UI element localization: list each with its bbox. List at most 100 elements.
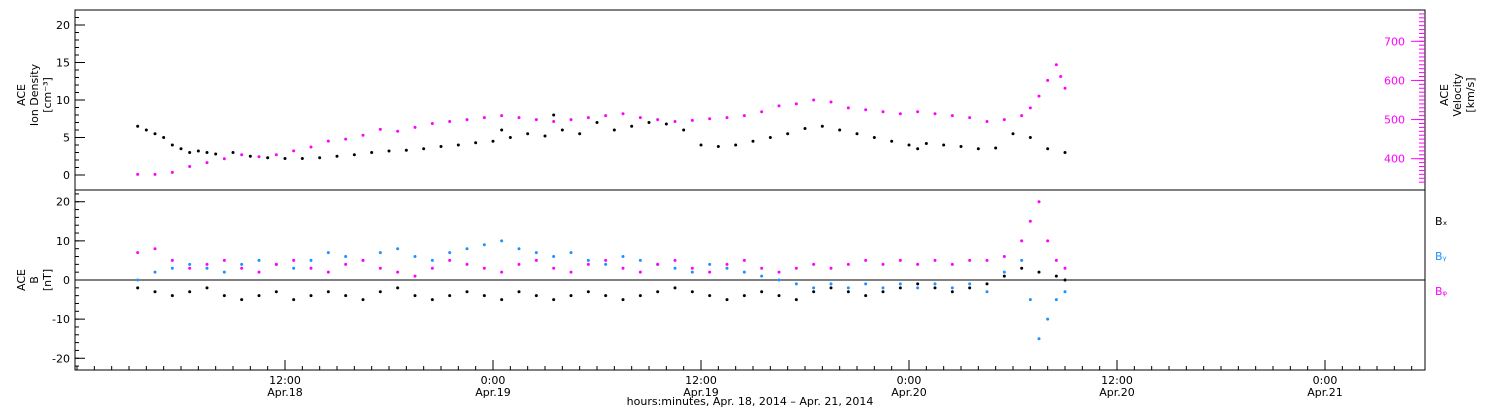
bottom-point [604,258,608,262]
top-point [846,106,850,110]
top-point [482,116,486,120]
top-left-tick-label: 15 [56,57,70,70]
top-point [439,145,443,148]
top-panel: 0 5 10 15 20 400 500 600 700 ACE Ion Density [c… [15,9,1477,191]
bottom-point [500,270,504,274]
top-point [664,122,668,126]
bottom-point [205,262,209,266]
bottom-point [448,251,452,255]
top-point [829,100,833,104]
top-point [1028,136,1032,139]
bottom-point [1020,258,1024,262]
bottom-point [517,262,521,266]
top-point [448,120,452,124]
bottom-point [864,258,868,262]
bottom-point [725,266,729,270]
bottom-point [326,270,330,274]
bottom-point [916,262,920,266]
top-point [924,142,928,145]
bottom-point [760,266,764,270]
top-point [742,114,746,118]
bottom-point [1002,270,1006,274]
bottom-point [309,258,313,262]
top-point [560,128,564,132]
top-point [907,143,911,147]
top-left-tick-label: 5 [63,132,70,145]
top-point [734,143,738,147]
bottom-point [604,262,608,266]
bottom-point [430,298,434,302]
bottom-point [812,262,816,266]
bottom-point [413,255,417,259]
top-right-tick-label: 700 [1384,35,1405,48]
top-point [673,120,677,124]
top-point [820,124,824,128]
top-point [465,118,469,122]
bottom-point [656,290,660,294]
x-tick-label-date: Apr.18 [267,386,303,399]
top-point [682,128,686,132]
bottom-point [413,274,417,278]
bottom-point [274,290,278,294]
bottom-point [517,247,521,251]
bottom-point [569,270,573,274]
bottom-point [933,286,937,290]
bottom-left-tick-label: 20 [56,196,70,209]
top-point [699,143,703,147]
bottom-point [1002,274,1006,278]
top-point [231,151,235,154]
bottom-point [309,266,313,270]
bottom-point [257,258,261,262]
top-point [318,156,322,160]
bottom-left-axis: -20 -10 0 10 20 [52,193,85,367]
top-point [586,116,590,120]
bottom-point [621,298,625,302]
top-point [968,116,972,120]
top-panel-frame [74,9,1426,191]
bottom-legend: Bₓ Bᵧ Bᵩ [1435,215,1448,298]
bottom-point [448,294,452,298]
bottom-point [881,286,885,290]
bottom-point [742,258,746,262]
bottom-left-tick-label: 0 [63,274,70,287]
bottom-left-tick-label: -10 [52,313,70,326]
bottom-point [742,294,746,298]
bottom-point [864,282,868,286]
top-point [898,112,902,116]
bottom-point [638,258,642,262]
top-point [205,151,209,154]
bottom-point [604,294,608,298]
bottom-point [673,258,677,262]
bottom-point [846,286,850,290]
top-ylabel-right-line1: ACE [1438,84,1451,106]
bottom-point [188,266,192,270]
bottom-point [777,278,781,282]
bottom-point [829,266,833,270]
top-point [777,104,781,108]
top-ylabel-line2: Ion Density [28,63,41,126]
bottom-point [638,270,642,274]
bottom-point [1037,337,1041,341]
bottom-point [257,294,261,298]
bottom-point [742,270,746,274]
bottom-point [413,294,417,298]
bottom-point [656,262,660,266]
bottom-point [205,266,209,270]
top-point [768,136,772,139]
bottom-ylabel-line1: ACE [15,269,28,291]
bottom-point [465,247,469,251]
bottom-point [985,282,989,286]
bottom-point [569,251,573,255]
bottom-point [1054,258,1058,262]
top-point [1059,75,1063,79]
bottom-point [344,294,348,298]
bottom-point [1020,239,1024,243]
top-point [916,110,920,114]
bottom-point [621,266,625,270]
x-tick-label-date: Apr.20 [1099,386,1135,399]
bottom-point [1028,219,1032,223]
top-point [396,129,400,133]
top-point [1046,78,1050,82]
top-point [422,147,426,151]
top-ylabel-line3: [cm⁻³] [41,77,54,113]
